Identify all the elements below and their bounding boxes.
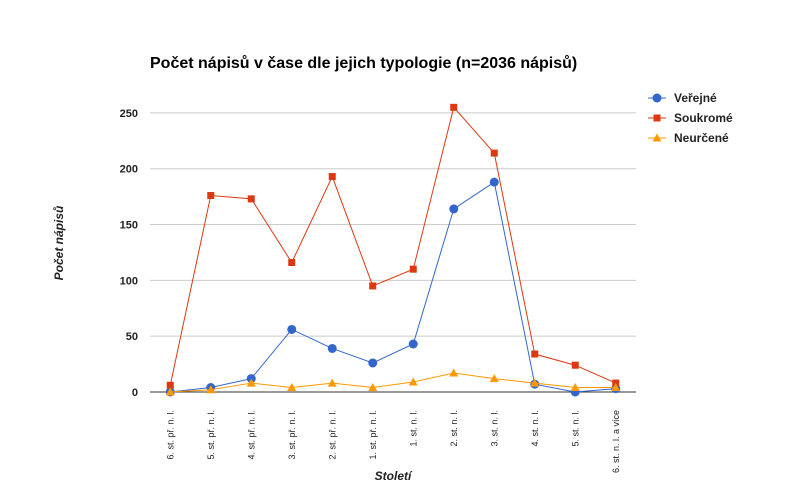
data-point bbox=[449, 368, 459, 377]
x-tick-label: 2. st. n. l. bbox=[449, 410, 459, 447]
data-point bbox=[611, 383, 621, 392]
legend-label: Soukromé bbox=[674, 111, 733, 125]
y-tick-label: 150 bbox=[120, 220, 138, 232]
legend-label: Veřejné bbox=[674, 91, 717, 105]
y-tick-label: 0 bbox=[132, 387, 138, 399]
y-axis-label: Počet nápisů bbox=[52, 205, 66, 280]
data-point bbox=[287, 383, 297, 392]
x-tick-label: 5. st. př. n. l. bbox=[206, 410, 216, 460]
legend: Veřejné Soukromé Neurčené bbox=[648, 91, 733, 145]
y-tick-label: 250 bbox=[120, 108, 138, 120]
data-point bbox=[368, 358, 378, 368]
data-point bbox=[652, 133, 662, 142]
data-point bbox=[449, 204, 459, 214]
series-line bbox=[169, 106, 616, 386]
x-tick-label: 4. st. n. l. bbox=[530, 410, 540, 447]
data-point bbox=[652, 93, 662, 103]
x-axis-ticks: 6. st. př. n. l. 5. st. př. n. l. 4. st. p… bbox=[165, 410, 621, 473]
x-tick-label: 4. st. př. n. l. bbox=[246, 410, 256, 460]
data-point bbox=[489, 374, 499, 383]
data-point bbox=[368, 383, 378, 392]
series-line bbox=[170, 372, 616, 393]
data-point bbox=[247, 195, 255, 203]
data-point bbox=[653, 114, 661, 122]
data-point bbox=[288, 259, 296, 267]
data-point bbox=[450, 103, 458, 111]
data-point bbox=[408, 339, 418, 349]
x-axis-label: Století bbox=[375, 469, 413, 483]
data-point bbox=[489, 177, 499, 187]
series-0 bbox=[165, 177, 621, 397]
data-point bbox=[571, 361, 579, 369]
y-tick-label: 100 bbox=[120, 275, 138, 287]
data-point bbox=[206, 385, 216, 394]
x-tick-label: 3. st. n. l. bbox=[489, 410, 499, 447]
data-point bbox=[327, 343, 337, 353]
x-tick-label: 2. st. př. n. l. bbox=[327, 410, 337, 460]
chart-title: Počet nápisů v čase dle jejich typologie… bbox=[150, 55, 577, 72]
data-point bbox=[490, 149, 498, 157]
data-point bbox=[408, 377, 418, 386]
legend-item: Veřejné bbox=[648, 91, 717, 105]
data-point bbox=[409, 265, 417, 273]
data-point bbox=[287, 324, 297, 334]
data-point bbox=[531, 350, 539, 358]
x-tick-label: 6. st. př. n. l. bbox=[165, 410, 175, 460]
data-point bbox=[327, 378, 337, 387]
x-tick-label: 6. st. n. l. a více bbox=[611, 410, 621, 473]
data-point bbox=[165, 387, 175, 396]
data-point bbox=[530, 378, 540, 387]
y-axis-ticks: 0 50 100 150 200 250 bbox=[120, 108, 138, 399]
data-point bbox=[369, 282, 377, 290]
data-point bbox=[570, 383, 580, 392]
data-point bbox=[246, 378, 256, 387]
y-tick-label: 200 bbox=[120, 164, 138, 176]
legend-label: Neurčené bbox=[674, 131, 729, 145]
gridlines bbox=[150, 112, 636, 393]
data-point bbox=[166, 381, 174, 389]
y-tick-label: 50 bbox=[126, 331, 138, 343]
legend-item: Soukromé bbox=[648, 111, 733, 125]
x-tick-label: 5. st. n. l. bbox=[570, 410, 580, 447]
x-tick-label: 1. st. n. l. bbox=[408, 410, 418, 447]
data-point bbox=[328, 173, 336, 181]
legend-item: Neurčené bbox=[648, 131, 729, 145]
series-2 bbox=[165, 368, 621, 396]
series-line bbox=[170, 181, 616, 393]
x-tick-label: 3. st. př. n. l. bbox=[287, 410, 297, 460]
series-1 bbox=[166, 103, 620, 389]
series-group bbox=[165, 103, 621, 397]
x-tick-label: 1. st. př. n. l. bbox=[368, 410, 378, 460]
data-point bbox=[207, 192, 215, 200]
